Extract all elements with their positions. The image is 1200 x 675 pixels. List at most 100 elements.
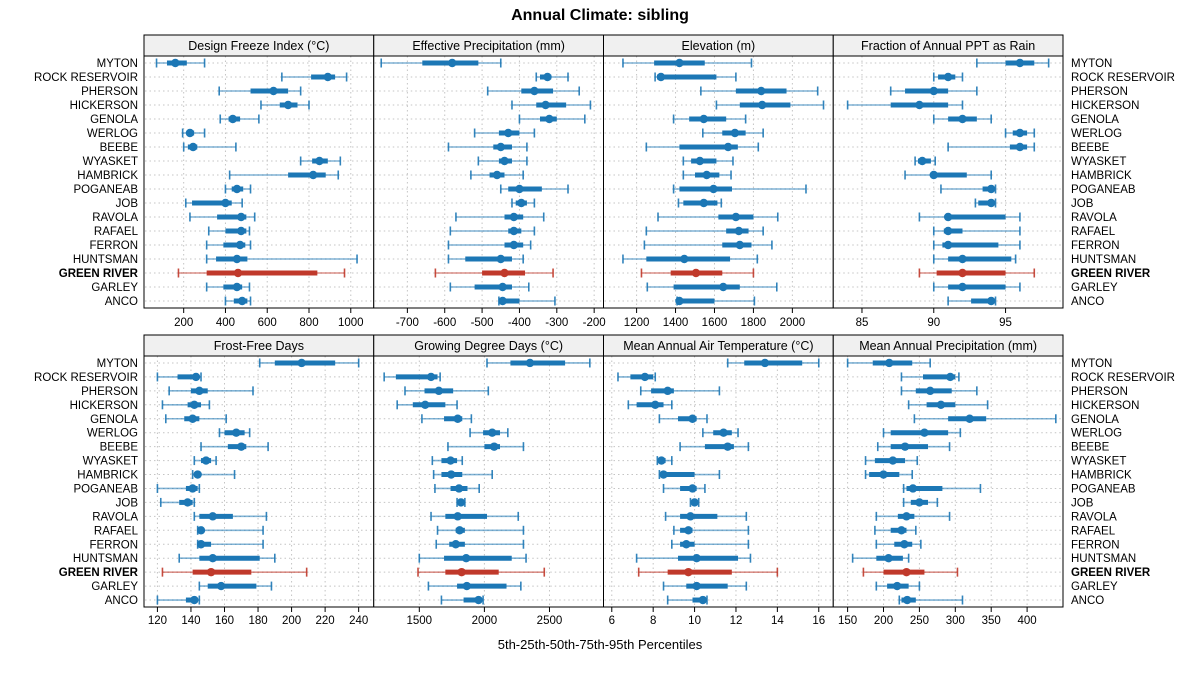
- median-dot: [651, 400, 660, 410]
- median-dot: [232, 184, 242, 194]
- site-label-left: ANCO: [105, 296, 138, 308]
- percentile-marks-rafael: [932, 226, 1021, 236]
- median-dot: [308, 170, 318, 180]
- x-tick-label: 600: [258, 317, 277, 329]
- x-tick-label: 800: [299, 317, 318, 329]
- site-label-right: PHERSON: [1071, 86, 1128, 98]
- median-dot: [682, 540, 691, 549]
- percentile-marks-job: [511, 198, 536, 208]
- x-tick-label: -200: [583, 317, 606, 329]
- x-tick-label: 14: [771, 615, 784, 627]
- percentile-marks-poganeab: [434, 483, 480, 493]
- site-label-right: HAMBRICK: [1071, 170, 1132, 182]
- percentile-marks-hickerson: [161, 400, 211, 410]
- x-axis-label: 5th-25th-50th-75th-95th Percentiles: [497, 637, 703, 652]
- median-dot: [496, 142, 505, 152]
- panel-title: Growing Degree Days (°C): [414, 339, 563, 353]
- median-dot: [943, 226, 953, 236]
- median-dot: [698, 595, 708, 605]
- percentile-marks-rock-reservoir: [535, 72, 569, 82]
- median-dot: [474, 595, 483, 605]
- percentile-marks-beebe: [447, 142, 528, 152]
- median-dot: [188, 414, 197, 423]
- percentile-marks-ferron: [205, 240, 252, 250]
- percentile-marks-poganeab: [672, 184, 807, 194]
- panel-background: [373, 56, 604, 308]
- percentile-marks-werlog: [701, 128, 764, 138]
- median-dot: [525, 358, 535, 368]
- percentile-marks-beebe: [876, 442, 951, 452]
- percentile-marks-hickerson: [260, 100, 310, 110]
- percentile-marks-pherson: [700, 86, 819, 96]
- median-dot: [958, 282, 967, 292]
- percentile-marks-poganeab: [902, 483, 982, 493]
- median-dot: [543, 72, 552, 82]
- median-dot: [236, 212, 246, 222]
- site-label-right: JOB: [1071, 198, 1094, 210]
- x-tick-label: 220: [316, 615, 335, 627]
- median-dot: [453, 512, 462, 521]
- percentile-marks-poganeab: [156, 483, 201, 493]
- median-dot: [233, 268, 243, 278]
- median-dot: [509, 212, 519, 222]
- percentile-marks-job: [159, 497, 196, 507]
- x-tick-label: 1600: [702, 317, 728, 329]
- x-tick-label: 200: [282, 615, 301, 627]
- percentile-marks-ravola: [918, 212, 1021, 222]
- chart-title: Annual Climate: sibling: [511, 7, 689, 24]
- median-dot: [731, 212, 741, 222]
- site-label-left: RAFAEL: [94, 226, 139, 238]
- percentile-marks-job: [689, 497, 700, 507]
- median-dot: [691, 268, 701, 278]
- site-label-right: GENOLA: [1071, 414, 1119, 426]
- median-dot: [206, 567, 216, 577]
- site-label-right: GENOLA: [1071, 114, 1119, 126]
- x-tick-label: 6: [609, 615, 615, 627]
- site-label-right: HAMBRICK: [1071, 470, 1132, 482]
- percentile-marks-rock-reservoir: [932, 72, 964, 82]
- percentile-marks-wyasket: [682, 156, 734, 166]
- median-dot: [908, 484, 918, 493]
- percentile-marks-anco: [666, 595, 708, 605]
- x-tick-label: -700: [396, 317, 419, 329]
- percentile-marks-rafael: [874, 525, 917, 535]
- percentile-marks-poganeab: [224, 184, 252, 194]
- panel-background: [144, 356, 374, 607]
- panel-growing-degree-days-c: 1500 2000 2500 Growing Degree Days (°C): [373, 334, 604, 627]
- percentile-marks-hickerson: [846, 100, 964, 110]
- site-label-right: POGANEAB: [1071, 184, 1136, 196]
- site-label-left: JOB: [116, 497, 139, 509]
- percentile-marks-beebe: [182, 142, 237, 152]
- median-dot: [663, 386, 672, 396]
- percentile-marks-job: [902, 497, 939, 507]
- percentile-marks-garley: [205, 282, 251, 292]
- percentile-marks-pherson: [639, 386, 721, 396]
- site-label-left: PHERSON: [81, 386, 138, 398]
- panel-border: [832, 355, 1064, 608]
- median-dot: [232, 254, 242, 264]
- percentile-marks-hambrick: [864, 470, 914, 480]
- site-label-right: RAVOLA: [1071, 212, 1117, 224]
- median-dot: [657, 456, 666, 465]
- median-dot: [659, 470, 668, 479]
- x-tick-label: 85: [856, 317, 869, 329]
- percentile-marks-beebe: [447, 442, 525, 452]
- percentile-marks-green-river: [862, 567, 959, 577]
- percentile-marks-anco: [675, 296, 756, 306]
- median-dot: [699, 198, 708, 208]
- median-dot: [504, 128, 513, 138]
- median-dot: [235, 240, 245, 250]
- median-dot: [541, 100, 550, 110]
- median-dot: [496, 254, 505, 264]
- panel-border: [832, 55, 1064, 309]
- percentile-marks-genola: [219, 114, 260, 124]
- median-dot: [446, 456, 455, 465]
- x-tick-label: -500: [471, 317, 494, 329]
- x-tick-label: 200: [874, 615, 893, 627]
- site-label-left: HUNTSMAN: [73, 553, 138, 565]
- median-dot: [757, 100, 767, 110]
- median-dot: [208, 553, 217, 563]
- site-label-left: GARLEY: [91, 581, 138, 593]
